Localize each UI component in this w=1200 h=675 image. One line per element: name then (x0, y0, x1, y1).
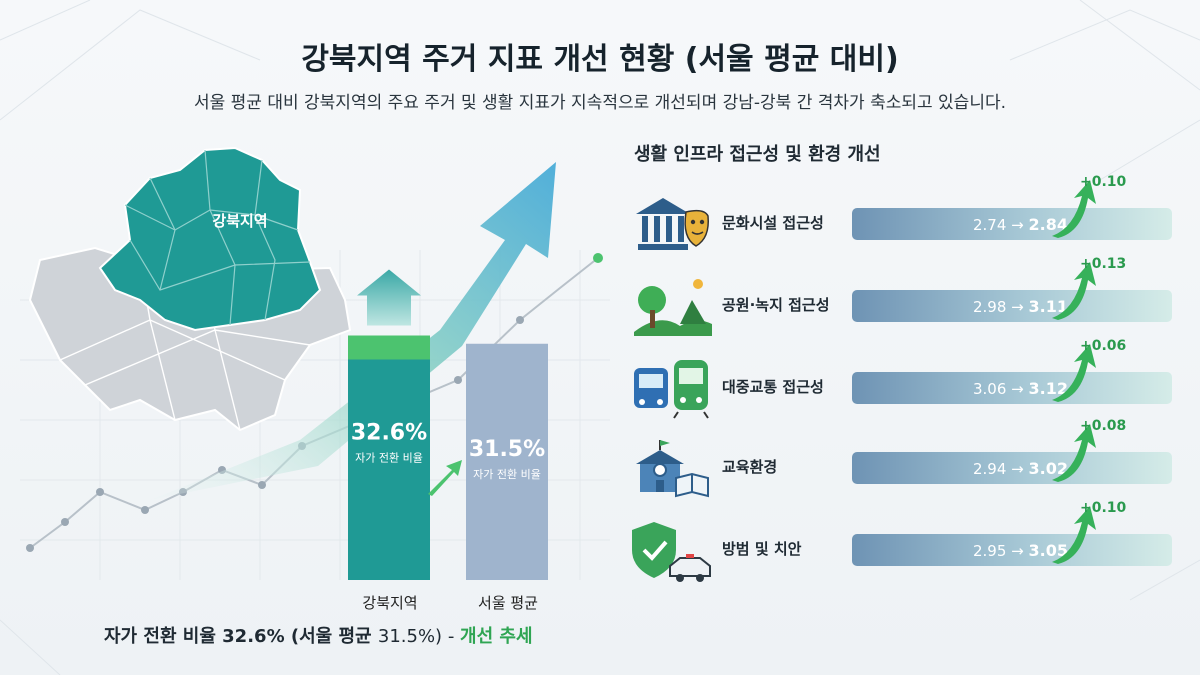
infra-row-value-from: 2.94 (973, 460, 1007, 478)
trend-up-arrow-icon (1052, 344, 1096, 402)
bar (348, 335, 430, 580)
footer-note-trend: 개선 추세 (460, 626, 533, 647)
park-tree-icon (634, 279, 712, 336)
bar-up-arrow (357, 269, 421, 326)
infra-row: 문화시설 접근성 2.74 → 2.84 +0.10 (630, 174, 1175, 262)
infra-row-label: 방범 및 치안 (722, 540, 802, 558)
infra-row-value: 3.06 → 3.12 (973, 379, 1068, 398)
infra-row-label: 대중교통 접근성 (722, 378, 824, 396)
trend-up-arrow-icon (1052, 180, 1096, 238)
infra-row-bar (852, 290, 1172, 322)
bar-cap (348, 335, 430, 360)
infra-row-value-to: 2.84 (1028, 215, 1068, 234)
infra-row-value: 2.95 → 3.05 (973, 541, 1068, 560)
infra-row-value-from: 2.98 (973, 298, 1007, 316)
footer-note-part1: 자가 전환 비율 32.6% (서울 평균 (104, 626, 378, 647)
infra-row: 대중교통 접근성 3.06 → 3.12 +0.06 (630, 338, 1175, 426)
infra-row-label: 교육환경 (722, 458, 778, 476)
infra-row-value-from: 2.95 (973, 542, 1007, 560)
infra-row: 방범 및 치안 2.95 → 3.05 +0.10 (630, 500, 1175, 588)
category-label: 서울 평균 (478, 594, 538, 612)
trend-up-arrow-icon (1052, 506, 1096, 564)
shield-police-icon (632, 522, 711, 582)
infra-row-value-to: 3.05 (1028, 541, 1068, 560)
infra-row-value: 2.98 → 3.11 (973, 297, 1068, 316)
infra-row: 교육환경 2.94 → 3.02 +0.08 (630, 418, 1175, 506)
infra-row-bar (852, 452, 1172, 484)
infra-row-value-from: 2.74 (973, 216, 1007, 234)
infra-row-delta: +0.13 (1080, 256, 1127, 272)
infra-row-value: 2.74 → 2.84 (973, 215, 1068, 234)
trend-up-arrow-icon (1052, 262, 1096, 320)
page-subtitle: 서울 평균 대비 강북지역의 주요 주거 및 생활 지표가 지속적으로 개선되며… (193, 93, 1007, 113)
infra-row-bar (852, 534, 1172, 566)
infra-row-label: 문화시설 접근성 (722, 214, 824, 232)
infra-row: 공원·녹지 접근성 2.98 → 3.11 +0.13 (630, 256, 1175, 344)
bar-value-label: 31.5% (469, 437, 545, 462)
infra-row-value-from: 3.06 (973, 380, 1007, 398)
infra-section-title: 생활 인프라 접근성 및 환경 개선 (634, 144, 881, 165)
infra-row-delta: +0.06 (1080, 338, 1127, 354)
bar-value-label: 32.6% (351, 421, 427, 446)
infra-row-value-to: 3.11 (1028, 297, 1068, 316)
bus-train-icon (634, 360, 709, 419)
infra-row-bar (852, 372, 1172, 404)
infra-row-value: 2.94 → 3.02 (973, 459, 1068, 478)
infra-row-bar (852, 208, 1172, 240)
footer-note-part2: 31.5%) (377, 626, 443, 647)
infra-row-value-to: 3.12 (1028, 379, 1068, 398)
small-green-arrow (428, 460, 462, 496)
infra-row-delta: +0.10 (1080, 174, 1127, 190)
category-label: 강북지역 (362, 594, 418, 612)
footer-note-part3: - (442, 626, 461, 647)
infra-row-value-to: 3.02 (1028, 459, 1068, 478)
school-book-icon (636, 440, 709, 498)
page-title: 강북지역 주거 지표 개선 현황 (서울 평균 대비) (301, 42, 899, 77)
bar-sub-label: 자가 전환 비율 (355, 452, 423, 465)
footer-note: 자가 전환 비율 32.6% (서울 평균 31.5%) - 개선 추세 (104, 622, 533, 648)
map-label: 강북지역 (212, 212, 267, 230)
bar (466, 343, 548, 580)
infra-row-delta: +0.10 (1080, 500, 1127, 516)
infra-row-label: 공원·녹지 접근성 (722, 296, 830, 314)
museum-theater-icon (636, 198, 709, 250)
infra-row-delta: +0.08 (1080, 418, 1127, 434)
bar-sub-label: 자가 전환 비율 (473, 468, 541, 481)
trend-up-arrow-icon (1052, 424, 1096, 482)
